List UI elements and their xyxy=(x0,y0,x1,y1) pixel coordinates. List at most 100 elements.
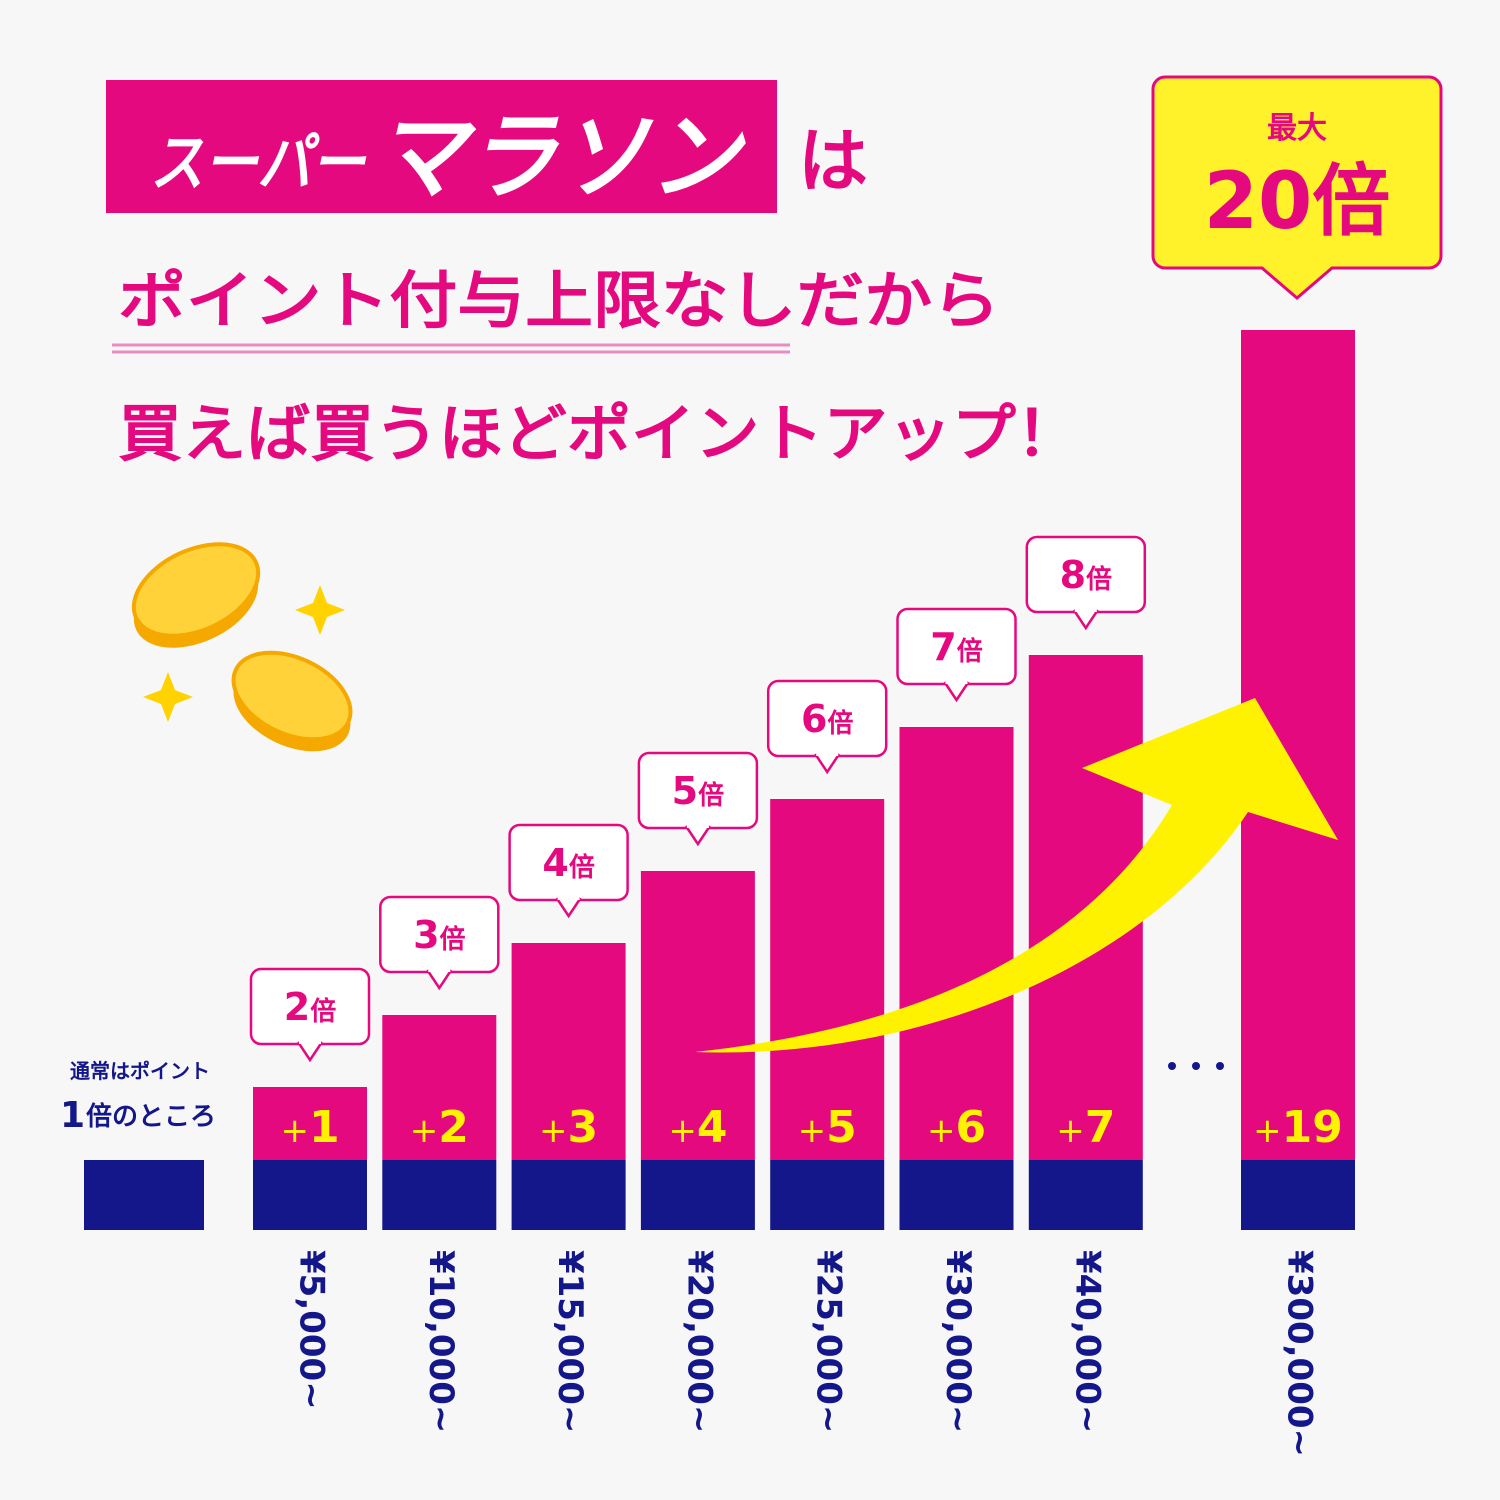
multiplier-label: 2倍 xyxy=(284,985,336,1029)
bonus-bar xyxy=(899,727,1014,1160)
multiplier-label: 3倍 xyxy=(413,913,465,957)
multiplier-value: 8 xyxy=(1060,553,1086,597)
multiplier-label: 8倍 xyxy=(1060,553,1112,597)
bonus-sign: + xyxy=(798,1111,827,1151)
base-bar xyxy=(899,1160,1014,1230)
normal-bar xyxy=(84,1160,204,1230)
coins xyxy=(131,542,353,752)
callout-pointer xyxy=(684,825,711,847)
bonus-label: +4 xyxy=(668,1102,727,1153)
bonus-bar xyxy=(640,871,755,1160)
multiplier-label: 4倍 xyxy=(542,841,594,885)
bonus-value: 2 xyxy=(438,1102,469,1153)
callout-pointer xyxy=(943,681,970,703)
callout-pointer-mask xyxy=(686,824,709,828)
bonus-label: +5 xyxy=(798,1102,857,1153)
growth-arrow xyxy=(695,698,1338,1053)
base-bar xyxy=(253,1160,367,1230)
callout-pointer xyxy=(296,1041,324,1063)
bonus-bar xyxy=(253,1087,367,1160)
normal-label: 倍のところ xyxy=(86,1101,216,1132)
bonus-bar xyxy=(382,1015,497,1160)
headline-line3: 買えば買うほどポイントアップ！ xyxy=(118,397,1080,470)
bonus-label: +19 xyxy=(1253,1102,1343,1153)
ellipsis xyxy=(1168,1062,1224,1070)
max-badge-pointer xyxy=(1262,266,1332,298)
price-label: ¥15,000~ xyxy=(550,1250,590,1433)
normal-number: 1 xyxy=(60,1095,85,1136)
bonus-value: 7 xyxy=(1085,1102,1116,1153)
bonus-value: 4 xyxy=(697,1102,728,1153)
multiplier-unit: 倍 xyxy=(310,996,336,1027)
multiplier-value: 3 xyxy=(413,913,439,957)
headline-line2: ポイント付与上限なしだから xyxy=(118,264,1000,337)
max-badge-pointer xyxy=(1261,266,1333,300)
title-particle: は xyxy=(798,120,868,202)
bonus-label: +6 xyxy=(927,1102,986,1153)
bonus-value: 19 xyxy=(1282,1102,1343,1153)
bonus-value: 6 xyxy=(955,1102,986,1153)
base-bar xyxy=(511,1160,626,1230)
bonus-value: 1 xyxy=(309,1102,340,1153)
bonus-bar xyxy=(770,799,885,1160)
base-bar xyxy=(640,1160,755,1230)
bonus-sign: + xyxy=(280,1111,309,1151)
price-label: ¥10,000~ xyxy=(421,1250,461,1433)
price-label: ¥300,000~ xyxy=(1280,1250,1320,1457)
multiplier-value: 6 xyxy=(801,697,827,741)
title-large: マラソン xyxy=(375,101,747,213)
multiplier-unit: 倍 xyxy=(827,708,853,739)
bonus-value: 3 xyxy=(568,1102,599,1153)
base-bar xyxy=(1028,1160,1143,1230)
multiplier-unit: 倍 xyxy=(1086,564,1112,595)
multiplier-unit: 倍 xyxy=(569,852,595,883)
callout-pointer-mask xyxy=(1074,608,1097,612)
normal-label: 通常はポイント xyxy=(70,1059,210,1083)
callout-pointer xyxy=(1072,609,1099,631)
bonus-label: +3 xyxy=(539,1102,598,1153)
multiplier-unit: 倍 xyxy=(698,780,724,811)
price-label: ¥40,000~ xyxy=(1067,1250,1107,1433)
max-label: 最大 xyxy=(1267,111,1327,146)
bonus-sign: + xyxy=(927,1111,956,1151)
price-label: ¥30,000~ xyxy=(938,1250,978,1433)
price-label: ¥5,000~ xyxy=(292,1250,332,1410)
bonus-sign: + xyxy=(410,1111,439,1151)
callout-pointer xyxy=(426,969,453,991)
callout-pointer-mask xyxy=(816,752,839,756)
multiplier-label: 5倍 xyxy=(672,769,724,813)
base-bar xyxy=(1241,1160,1355,1230)
bonus-value: 5 xyxy=(826,1102,857,1153)
price-label: ¥25,000~ xyxy=(809,1250,849,1433)
max-value: 20倍 xyxy=(1204,157,1391,247)
multiplier-value: 7 xyxy=(930,625,956,669)
bonus-bar xyxy=(511,943,626,1160)
multiplier-unit: 倍 xyxy=(440,924,466,955)
multiplier-unit: 倍 xyxy=(957,636,983,667)
multiplier-label: 6倍 xyxy=(801,697,853,741)
bonus-sign: + xyxy=(539,1111,568,1151)
callout-pointer-mask xyxy=(428,968,451,972)
bonus-label: +2 xyxy=(410,1102,469,1153)
base-bar xyxy=(382,1160,497,1230)
price-label: ¥20,000~ xyxy=(679,1250,719,1433)
bonus-sign: + xyxy=(1253,1111,1282,1151)
bonus-label: +7 xyxy=(1056,1102,1115,1153)
title-box xyxy=(106,80,777,213)
callout-pointer xyxy=(814,753,841,775)
callout-pointer-mask xyxy=(945,680,968,684)
title-small: スーパー xyxy=(150,127,367,201)
multiplier-value: 4 xyxy=(542,841,568,885)
callout-pointer-mask xyxy=(299,1040,321,1044)
callout-pointer-mask xyxy=(557,896,580,900)
multiplier-label: 7倍 xyxy=(930,625,982,669)
bonus-sign: + xyxy=(668,1111,697,1151)
bonus-sign: + xyxy=(1056,1111,1085,1151)
base-bar xyxy=(770,1160,885,1230)
multiplier-value: 5 xyxy=(672,769,698,813)
bonus-label: +1 xyxy=(280,1102,339,1153)
multiplier-value: 2 xyxy=(284,985,310,1029)
callout-pointer xyxy=(555,897,582,919)
